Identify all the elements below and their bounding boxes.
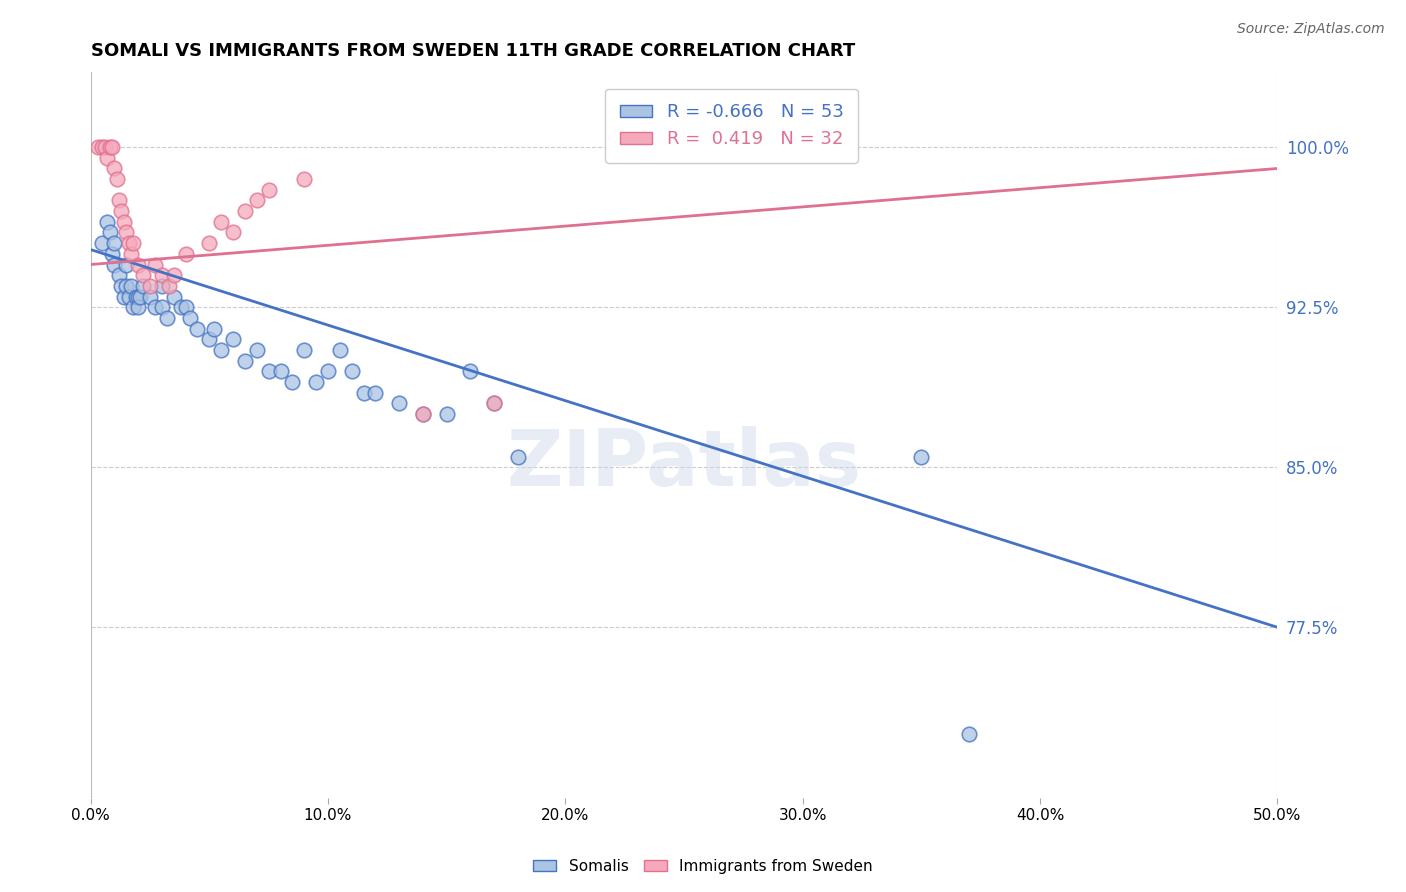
Point — [460, 364, 482, 378]
Point — [150, 268, 173, 282]
Point — [163, 289, 186, 303]
Point — [94, 140, 117, 154]
Point — [115, 278, 138, 293]
Point — [91, 236, 114, 251]
Point — [96, 215, 118, 229]
Point — [353, 385, 375, 400]
Legend: Somalis, Immigrants from Sweden: Somalis, Immigrants from Sweden — [527, 853, 879, 880]
Point — [292, 172, 315, 186]
Point — [112, 215, 135, 229]
Point — [103, 161, 125, 176]
Point — [150, 300, 173, 314]
Point — [110, 204, 132, 219]
Text: Source: ZipAtlas.com: Source: ZipAtlas.com — [1237, 22, 1385, 37]
Point — [132, 278, 155, 293]
Text: SOMALI VS IMMIGRANTS FROM SWEDEN 11TH GRADE CORRELATION CHART: SOMALI VS IMMIGRANTS FROM SWEDEN 11TH GR… — [90, 42, 855, 60]
Point — [209, 343, 232, 357]
Point — [186, 321, 208, 335]
Point — [105, 172, 128, 186]
Point — [101, 140, 124, 154]
Point — [412, 407, 434, 421]
Point — [910, 450, 932, 464]
Point — [174, 300, 197, 314]
Point — [122, 300, 145, 314]
Point — [163, 268, 186, 282]
Point — [129, 289, 152, 303]
Point — [127, 258, 149, 272]
Point — [179, 310, 201, 325]
Point — [115, 226, 138, 240]
Point — [482, 396, 505, 410]
Point — [143, 258, 166, 272]
Point — [198, 236, 221, 251]
Point — [117, 236, 139, 251]
Point — [329, 343, 352, 357]
Point — [257, 183, 280, 197]
Point — [388, 396, 411, 410]
Point — [155, 310, 177, 325]
Point — [150, 278, 173, 293]
Point — [103, 258, 125, 272]
Point — [112, 289, 135, 303]
Point — [170, 300, 193, 314]
Point — [506, 450, 529, 464]
Point — [222, 226, 245, 240]
Point — [87, 140, 110, 154]
Point — [292, 343, 315, 357]
Point — [139, 278, 162, 293]
Point — [139, 289, 162, 303]
Point — [120, 247, 142, 261]
Point — [482, 396, 505, 410]
Point — [101, 247, 124, 261]
Point — [91, 140, 114, 154]
Point — [281, 375, 304, 389]
Point — [117, 289, 139, 303]
Point — [209, 215, 232, 229]
Point — [233, 353, 256, 368]
Point — [125, 289, 148, 303]
Point — [103, 236, 125, 251]
Point — [222, 332, 245, 346]
Point — [98, 140, 121, 154]
Point — [115, 258, 138, 272]
Point — [340, 364, 363, 378]
Point — [436, 407, 458, 421]
Point — [157, 278, 180, 293]
Point — [305, 375, 328, 389]
Point — [120, 278, 142, 293]
Point — [122, 236, 145, 251]
Text: ZIPatlas: ZIPatlas — [506, 426, 862, 502]
Point — [257, 364, 280, 378]
Point — [127, 300, 149, 314]
Point — [143, 300, 166, 314]
Point — [957, 727, 980, 741]
Point — [98, 226, 121, 240]
Point — [316, 364, 339, 378]
Point — [110, 278, 132, 293]
Point — [108, 194, 131, 208]
Point — [174, 247, 197, 261]
Point — [364, 385, 387, 400]
Point — [127, 289, 149, 303]
Point — [202, 321, 225, 335]
Legend: R = -0.666   N = 53, R =  0.419   N = 32: R = -0.666 N = 53, R = 0.419 N = 32 — [605, 88, 858, 162]
Point — [270, 364, 292, 378]
Point — [96, 151, 118, 165]
Point — [198, 332, 221, 346]
Point — [108, 268, 131, 282]
Point — [246, 343, 269, 357]
Point — [132, 268, 155, 282]
Point — [412, 407, 434, 421]
Point — [246, 194, 269, 208]
Point — [233, 204, 256, 219]
